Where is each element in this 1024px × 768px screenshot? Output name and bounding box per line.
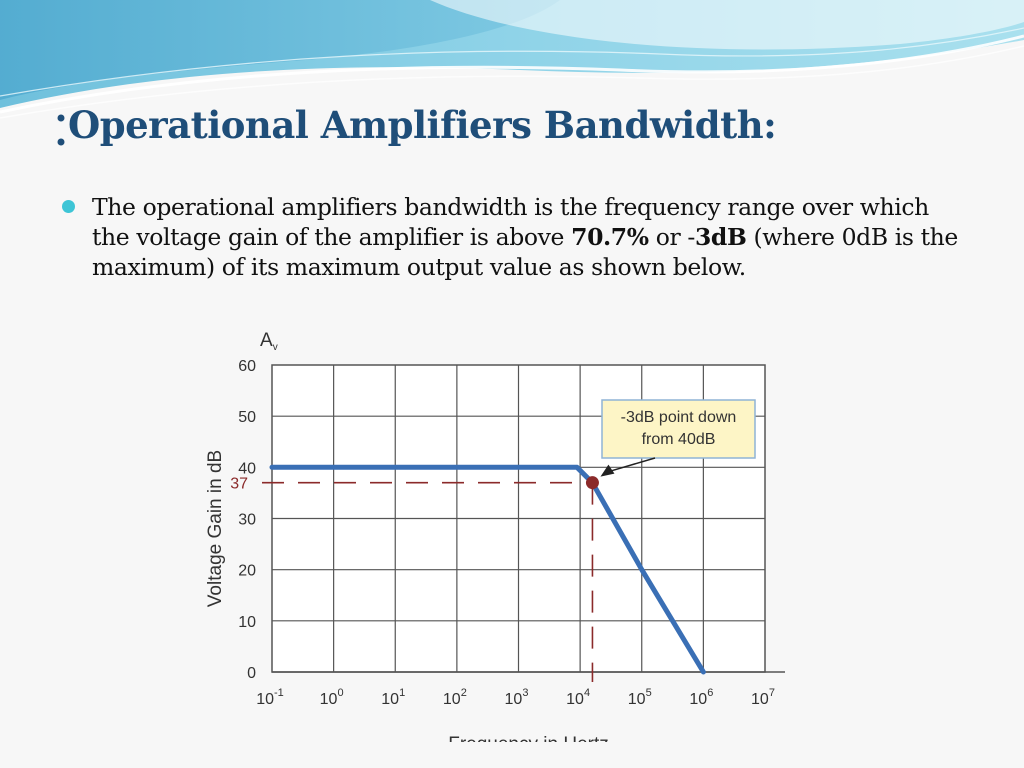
y-tick-label: 20 <box>238 563 256 580</box>
y-tick-label: 0 <box>247 665 256 682</box>
annotation-line: from 40dB <box>642 431 716 448</box>
x-tick-label: 10-1 <box>256 687 284 708</box>
x-tick-label: 100 <box>320 687 344 708</box>
x-tick-label: 105 <box>628 687 652 708</box>
annotation-box <box>601 399 756 459</box>
bullet-text-part1: The operational amplifiers bandwidth is … <box>92 193 929 251</box>
y-tick-label: 40 <box>238 460 256 477</box>
y-tick-label: 10 <box>238 614 256 631</box>
bandwidth-chart: 0 10 20 30 40 50 60 10-1 100 101 102 103 104 105 106 10… <box>205 330 785 742</box>
y-tick-label: 60 <box>238 358 256 375</box>
x-tick-label: 102 <box>443 687 467 708</box>
y-axis-label: Voltage Gain in dB <box>205 450 226 607</box>
annotation-arrow-head <box>600 464 615 477</box>
y-tick-label: 30 <box>238 512 256 529</box>
title-colon-marker <box>57 114 65 146</box>
x-tick-label: 106 <box>689 687 713 708</box>
bullet-text-bold-db: 3dB <box>694 223 747 251</box>
annotation-arrow-line <box>608 457 656 473</box>
annotation-line: -3dB point down <box>621 409 737 426</box>
x-tick-label: 101 <box>381 687 405 708</box>
y-tick-label: 50 <box>238 409 256 426</box>
bullet-text: The operational amplifiers bandwidth is … <box>92 192 962 282</box>
cutoff-point-marker <box>585 476 599 490</box>
slide-title: Operational Amplifiers Bandwidth: <box>68 103 777 147</box>
marker-y-label: 37 <box>230 476 248 493</box>
bullet-text-part3: (where 0dB is the maximum) of its maximu… <box>92 223 958 281</box>
x-tick-label: 107 <box>751 687 775 708</box>
bullet-icon <box>62 200 75 213</box>
x-tick-label: 103 <box>505 687 529 708</box>
bullet-text-part2: or - <box>648 223 696 251</box>
bullet-text-bold-percent: 70.7% <box>571 223 649 251</box>
x-tick-label: 104 <box>566 687 590 708</box>
x-axis-label: Frequency in Hertz <box>448 734 609 742</box>
gain-symbol-label: Av <box>260 330 278 353</box>
decorative-wave-banner <box>0 0 1024 120</box>
